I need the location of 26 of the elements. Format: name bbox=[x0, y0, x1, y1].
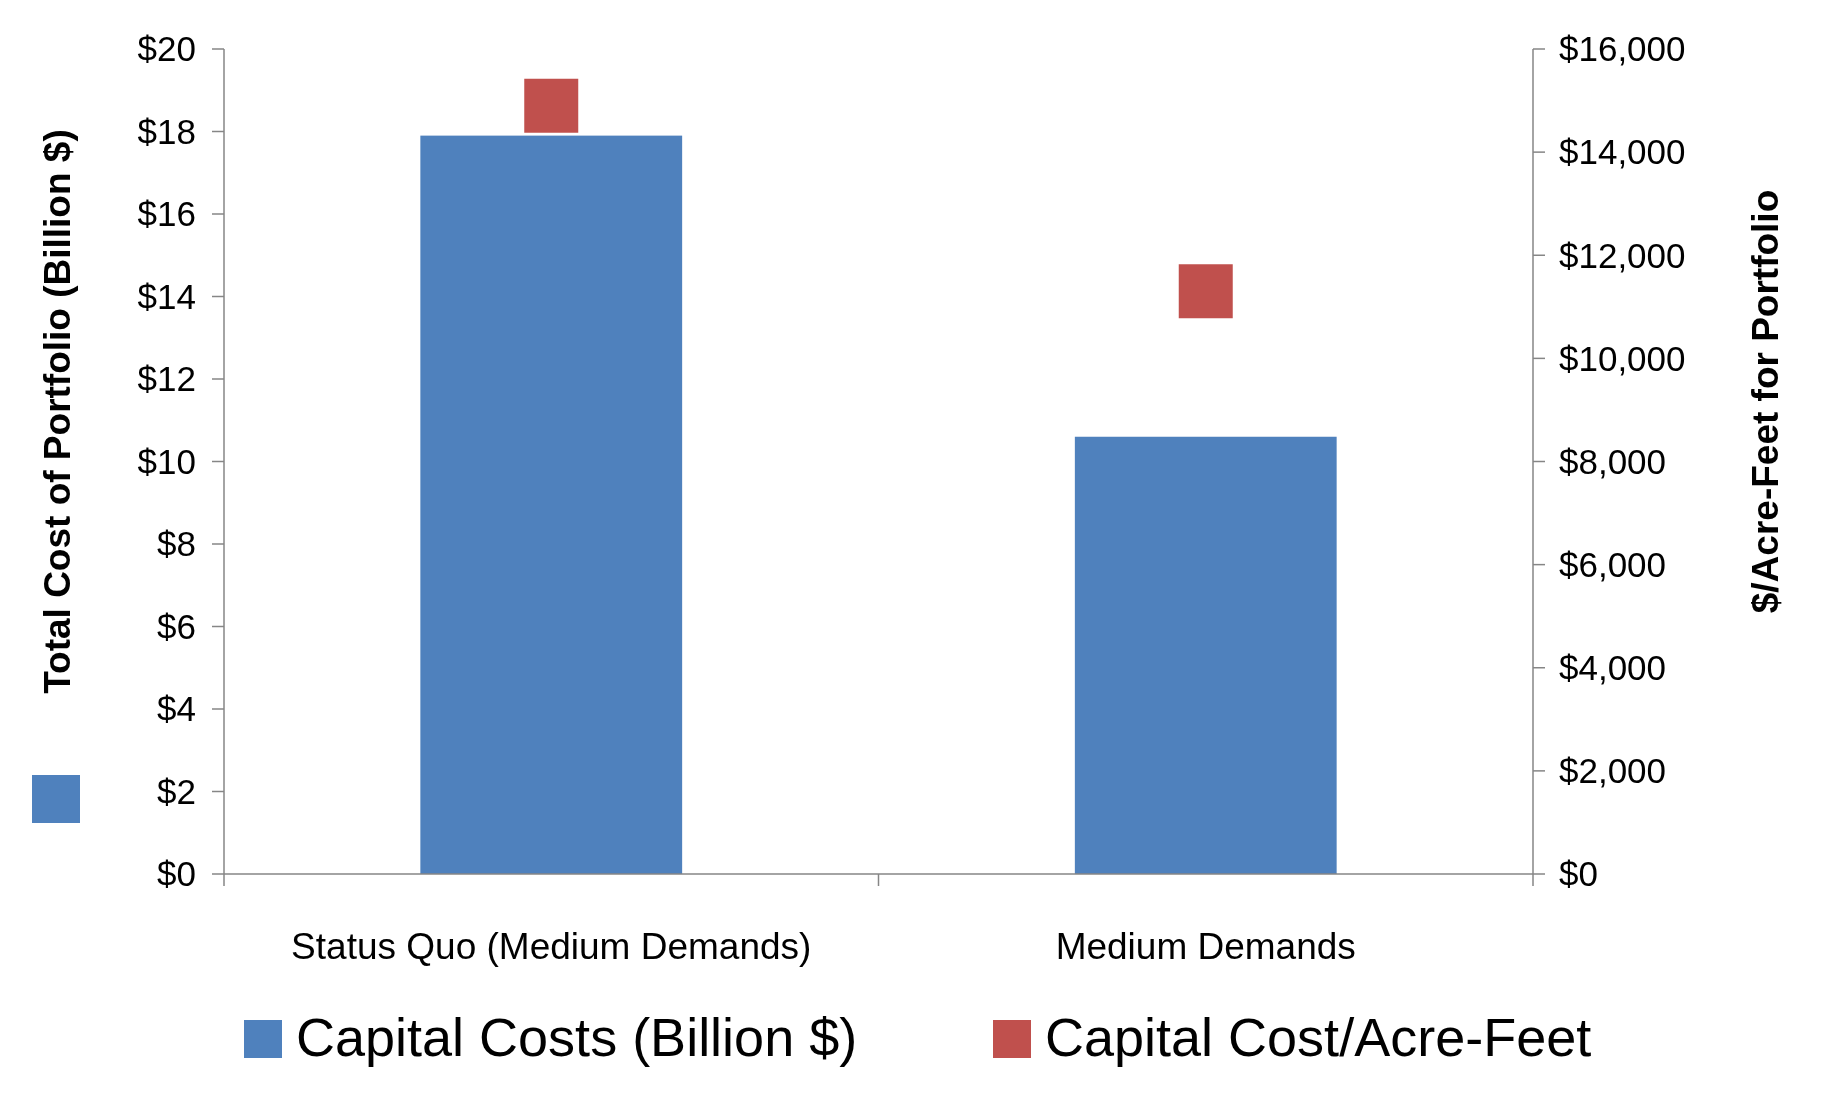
y2-tick-label: $8,000 bbox=[1559, 441, 1667, 481]
y-tick-label: $20 bbox=[137, 29, 196, 69]
y-tick-label: $6 bbox=[157, 606, 196, 646]
y-axis-title: Total Cost of Portfolio (Billion $) bbox=[37, 129, 78, 694]
y2-tick-label: $16,000 bbox=[1559, 29, 1686, 69]
y-tick-label: $12 bbox=[137, 359, 196, 399]
x-tick-label: Medium Demands bbox=[1055, 926, 1356, 967]
y-tick-label: $14 bbox=[137, 276, 196, 316]
y-tick-label: $8 bbox=[157, 524, 196, 564]
y2-tick-label: $2,000 bbox=[1559, 751, 1667, 791]
y2-tick-label: $4,000 bbox=[1559, 648, 1667, 687]
legend-label: Capital Cost/Acre-Feet bbox=[1045, 1007, 1592, 1067]
y-tick-label: $10 bbox=[137, 441, 196, 481]
y2-tick-label: $10,000 bbox=[1559, 338, 1686, 378]
y2-tick-label: $12,000 bbox=[1559, 235, 1686, 275]
x-tick-label: Status Quo (Medium Demands) bbox=[291, 926, 812, 967]
y-tick-label: $16 bbox=[137, 194, 196, 234]
y2-axis-title: $/Acre-Feet for Portfolio bbox=[1745, 189, 1786, 614]
y2-tick-label: $14,000 bbox=[1559, 132, 1686, 172]
y-tick-label: $0 bbox=[157, 854, 196, 894]
y2-tick-label: $6,000 bbox=[1559, 544, 1667, 584]
y-tick-label: $18 bbox=[137, 111, 196, 151]
y-tick-label: $4 bbox=[157, 689, 196, 729]
y2-tick-label: $0 bbox=[1559, 854, 1598, 894]
y-tick-label: $2 bbox=[157, 771, 196, 811]
legend-label: Capital Costs (Billion $) bbox=[296, 1007, 858, 1067]
